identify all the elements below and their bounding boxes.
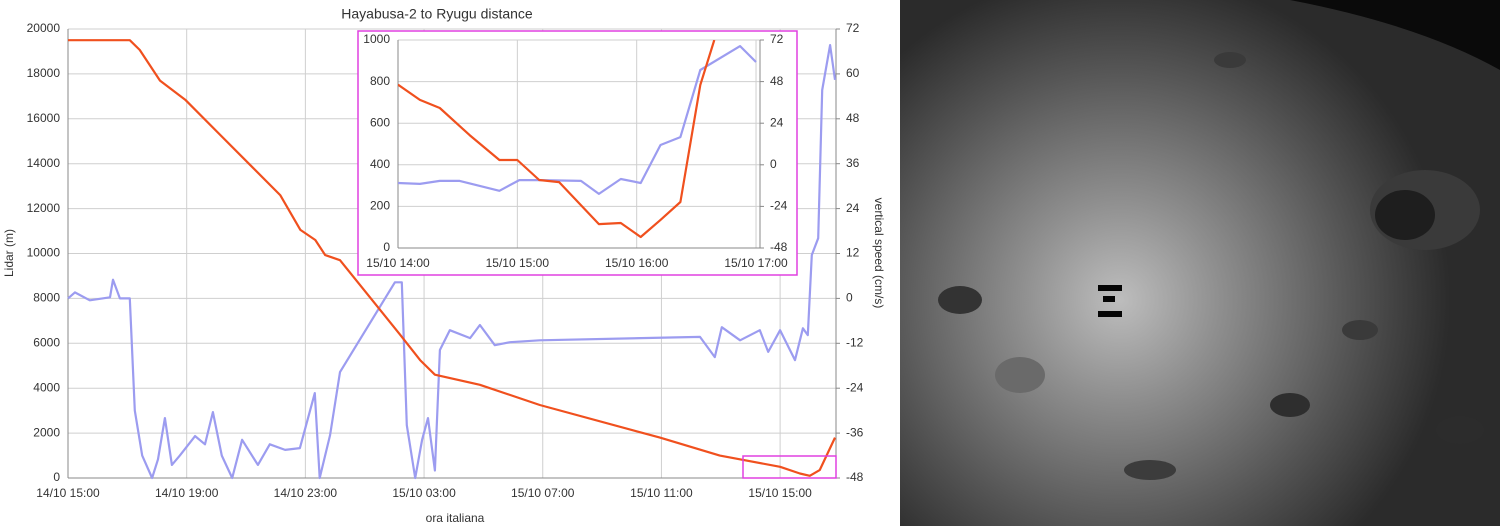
y2-tick-label: -24 xyxy=(846,380,864,394)
y-tick-label: 16000 xyxy=(27,111,61,125)
x-tick-label: 15/10 17:00 xyxy=(724,256,788,270)
boulder-shadow xyxy=(1375,190,1435,240)
y2-tick-label: -48 xyxy=(846,470,864,484)
x-tick-label: 14/10 19:00 xyxy=(155,486,219,500)
y-tick-label: 14000 xyxy=(27,156,61,170)
y2-tick-label: -12 xyxy=(846,335,864,349)
sky xyxy=(1290,0,1500,70)
x-tick-label: 15/10 16:00 xyxy=(605,256,669,270)
y2-tick-label: -48 xyxy=(770,240,788,254)
x-tick-label: 15/10 15:00 xyxy=(486,256,550,270)
y2-tick-label: 24 xyxy=(846,201,860,215)
zoom-region xyxy=(742,455,837,479)
y2-tick-label: 12 xyxy=(846,246,860,260)
x-tick-label: 15/10 11:00 xyxy=(630,486,693,500)
y2-tick-label: 48 xyxy=(770,74,784,88)
series-group xyxy=(67,39,837,480)
y2-tick-label: 72 xyxy=(846,21,860,35)
spacecraft-shadow xyxy=(1098,285,1122,291)
y2-tick-label: 60 xyxy=(846,66,860,80)
data-line xyxy=(67,44,837,480)
boulder xyxy=(1214,52,1246,68)
y-tick-label: 4000 xyxy=(33,380,60,394)
chart-title: Hayabusa-2 to Ryugu distance xyxy=(341,6,533,22)
y2-axis-label: vertical speed (cm/s) xyxy=(872,198,886,309)
data-line xyxy=(398,45,757,195)
boulder xyxy=(1342,320,1378,340)
y-tick-label: 0 xyxy=(383,240,390,254)
y-tick-label: 600 xyxy=(370,115,390,129)
y-tick-label: 2000 xyxy=(33,425,60,439)
y2-tick-label: 24 xyxy=(770,115,784,129)
y-tick-label: 6000 xyxy=(33,335,60,349)
asteroid-photo xyxy=(900,0,1500,526)
spacecraft-shadow xyxy=(1098,311,1122,317)
spacecraft-shadow xyxy=(1103,296,1115,302)
data-line xyxy=(68,39,836,477)
y2-tick-label: 36 xyxy=(846,156,860,170)
boulder xyxy=(1124,460,1176,480)
y-tick-label: 12000 xyxy=(27,201,61,215)
y-tick-label: 8000 xyxy=(33,291,60,305)
boulder xyxy=(938,286,982,314)
boulder xyxy=(995,357,1045,393)
y-tick-label: 400 xyxy=(370,157,390,171)
inset-frame xyxy=(357,30,798,276)
x-tick-label: 15/10 15:00 xyxy=(748,486,812,500)
y-tick-label: 1000 xyxy=(363,32,390,46)
y2-tick-label: -24 xyxy=(770,199,788,213)
x-tick-label: 15/10 07:00 xyxy=(511,486,575,500)
y-tick-label: 20000 xyxy=(27,21,61,35)
y-tick-label: 200 xyxy=(370,199,390,213)
y-tick-label: 0 xyxy=(53,470,60,484)
inset-plot: 0 200 400 600 800 1000 15/10 14:00 15/10 15:00 1… xyxy=(363,32,788,270)
boulder xyxy=(1436,416,1484,444)
y2-tick-label: 72 xyxy=(770,32,784,46)
y-tick-label: 10000 xyxy=(27,246,61,260)
x-tick-label: 15/10 03:00 xyxy=(392,486,456,500)
data-line xyxy=(398,40,716,239)
x-axis-label: ora italiana xyxy=(426,511,485,525)
y2-tick-label: 48 xyxy=(846,111,860,125)
x-tick-label: 14/10 15:00 xyxy=(36,486,100,500)
series-group xyxy=(398,40,757,239)
y-axis-label: Lidar (m) xyxy=(2,229,16,277)
y2-tick-label: 0 xyxy=(846,291,853,305)
surface xyxy=(900,0,1500,526)
main-plot: 0200040006000800010000120001400016000180… xyxy=(27,21,864,500)
boulder xyxy=(1270,393,1310,417)
x-tick-label: 15/10 14:00 xyxy=(366,256,430,270)
y-tick-label: 800 xyxy=(370,74,390,88)
y2-tick-label: -36 xyxy=(846,425,864,439)
x-tick-label: 14/10 23:00 xyxy=(274,486,338,500)
y2-tick-label: 0 xyxy=(770,157,777,171)
y-tick-label: 18000 xyxy=(27,66,61,80)
